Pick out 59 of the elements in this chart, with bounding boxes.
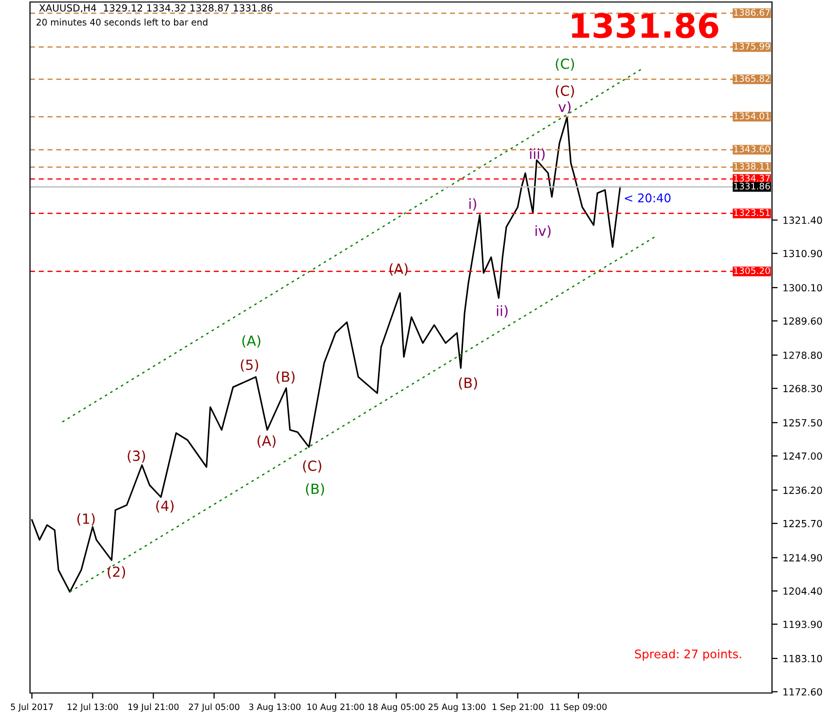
annotation: (B) xyxy=(459,377,477,390)
annotation: 1331.86 xyxy=(572,12,718,38)
ref-line-label: 1338.11 xyxy=(734,162,770,170)
y-tick-label: 1289.60 xyxy=(783,317,822,325)
x-tick-label: 5 Jul 2017 xyxy=(10,703,53,712)
annotation: (B) xyxy=(306,483,324,496)
ref-line-label: 1305.20 xyxy=(734,267,770,274)
y-tick-label: 1172.60 xyxy=(783,688,822,696)
ref-line-label: 1386.67 xyxy=(734,8,770,16)
x-tick-label: 12 Jul 13:00 xyxy=(68,703,118,712)
annotation: (C) xyxy=(303,460,322,473)
y-tick-label: 1225.70 xyxy=(783,520,822,528)
annotation: (2) xyxy=(108,566,126,579)
annotation: (B) xyxy=(276,371,295,384)
chart-title: XAUUSD,H4 1329.12 1334.32 1328.87 1331.86 xyxy=(39,4,272,13)
x-tick-label: 25 Aug 13:00 xyxy=(428,704,486,712)
annotation: (3) xyxy=(128,450,146,463)
annotation: < 20:40 xyxy=(624,193,670,202)
y-tick-label: 1247.00 xyxy=(783,452,822,460)
ref-line-label: 1331.86 xyxy=(734,182,770,190)
y-tick-label: 1268.30 xyxy=(783,384,822,392)
ref-line-label: 1323.51 xyxy=(734,209,770,216)
annotation: (4) xyxy=(156,500,174,513)
annotation: (C) xyxy=(556,85,574,98)
text: 20 minutes 40 seconds left to bar end xyxy=(36,18,208,26)
y-tick-label: 1321.40 xyxy=(783,216,822,224)
y-tick-label: 1193.90 xyxy=(783,620,822,628)
annotation: (A) xyxy=(390,263,408,276)
x-tick-label: 10 Aug 21:00 xyxy=(307,704,364,712)
x-tick-label: 27 Jul 05:00 xyxy=(188,703,240,712)
x-tick-label: 19 Jul 21:00 xyxy=(128,703,179,712)
ref-line-label: 1343.60 xyxy=(734,146,770,152)
ref-line-label: 1354.01 xyxy=(734,112,770,120)
x-tick-label: 11 Sep 09:00 xyxy=(550,704,607,712)
x-tick-label: 18 Aug 05:00 xyxy=(368,704,425,712)
x-tick-label: 3 Aug 13:00 xyxy=(249,704,301,712)
annotation: i) xyxy=(469,198,476,211)
y-tick-label: 1278.80 xyxy=(783,352,822,359)
annotation: (A) xyxy=(242,335,260,348)
annotation: ii) xyxy=(496,305,508,318)
x-tick-label: 1 Sep 21:00 xyxy=(492,704,544,712)
ref-line-label: 1365.82 xyxy=(734,75,770,82)
y-tick-label: 1310.90 xyxy=(783,250,822,258)
annotation: iv) xyxy=(536,225,551,238)
annotation: Spread: 27 points. xyxy=(635,649,742,661)
y-tick-label: 1257.50 xyxy=(783,419,822,426)
y-tick-label: 1214.90 xyxy=(783,554,822,562)
y-tick-label: 1183.10 xyxy=(783,654,822,662)
annotation: (1) xyxy=(77,513,95,526)
y-tick-label: 1236.20 xyxy=(783,486,822,494)
annotation: (C) xyxy=(556,58,574,71)
ref-line-label: 1334.37 xyxy=(734,174,770,182)
ref-line-label: 1375.99 xyxy=(734,42,770,50)
annotation: iii) xyxy=(530,148,545,161)
y-tick-label: 1204.40 xyxy=(783,587,822,595)
y-tick-label: 1300.10 xyxy=(783,284,822,292)
annotation: v) xyxy=(558,101,571,114)
annotation: (5) xyxy=(240,359,258,372)
annotation: (A) xyxy=(258,435,276,448)
